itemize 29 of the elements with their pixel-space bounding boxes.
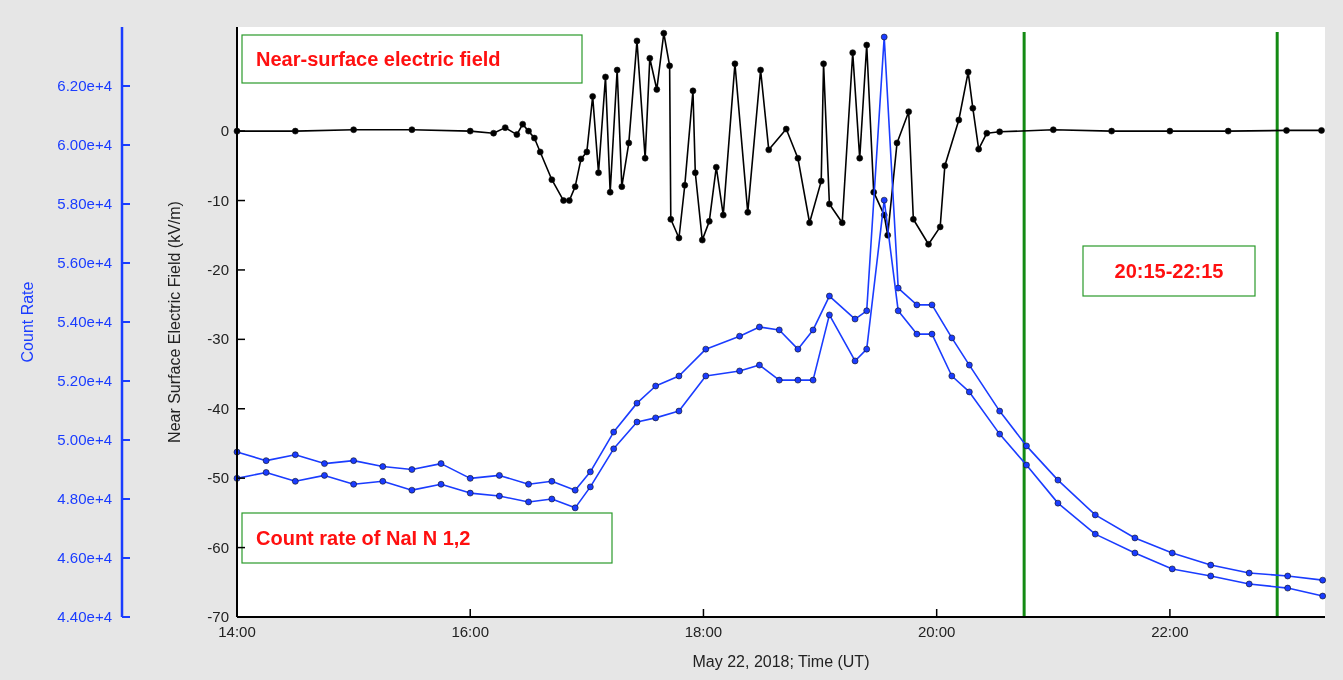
y-tick-label: -70 (207, 608, 229, 625)
y-axis-title: Near Surface Electric Field (kV/m) (166, 201, 183, 443)
y-tick-label: -60 (207, 538, 229, 556)
y2-axis-title: Count Rate (19, 281, 36, 363)
x-tick-label: 20:00 (917, 623, 956, 640)
y-tick-label: -40 (207, 399, 229, 417)
y-tick-label: -50 (207, 469, 229, 487)
y2-tick-label: 6.00e+4 (57, 136, 112, 153)
y2-tick-label: 5.40e+4 (57, 313, 112, 330)
x-tick-label: 16:00 (451, 623, 489, 640)
x-tick-label: 22:00 (1151, 623, 1189, 640)
y2-tick-label: 5.20e+4 (57, 372, 112, 389)
x-tick-label: 18:00 (684, 623, 723, 640)
y2-tick-label: 4.60e+4 (57, 549, 112, 566)
y2-tick-label: 5.60e+4 (57, 254, 112, 271)
y2-tick-label: 5.00e+4 (57, 431, 112, 448)
y2-tick-label: 5.80e+4 (57, 195, 112, 212)
annotation: Count rate of NaI N 1,2 (256, 527, 471, 549)
y2-tick-label: 6.20e+4 (57, 77, 112, 94)
y-tick-label: -20 (207, 260, 229, 278)
y-tick-label: 0 (220, 122, 229, 140)
annotation: Near-surface electric field (256, 48, 501, 70)
x-axis-title: May 22, 2018; Time (UT) (692, 653, 870, 670)
x-tick-label: 14:00 (218, 623, 256, 640)
y-tick-label: -30 (207, 330, 229, 348)
annotation: 20:15-22:15 (1114, 260, 1224, 282)
y2-tick-label: 4.40e+4 (57, 608, 112, 625)
y-tick-label: -10 (207, 191, 229, 209)
y2-tick-label: 4.80e+4 (57, 490, 112, 507)
